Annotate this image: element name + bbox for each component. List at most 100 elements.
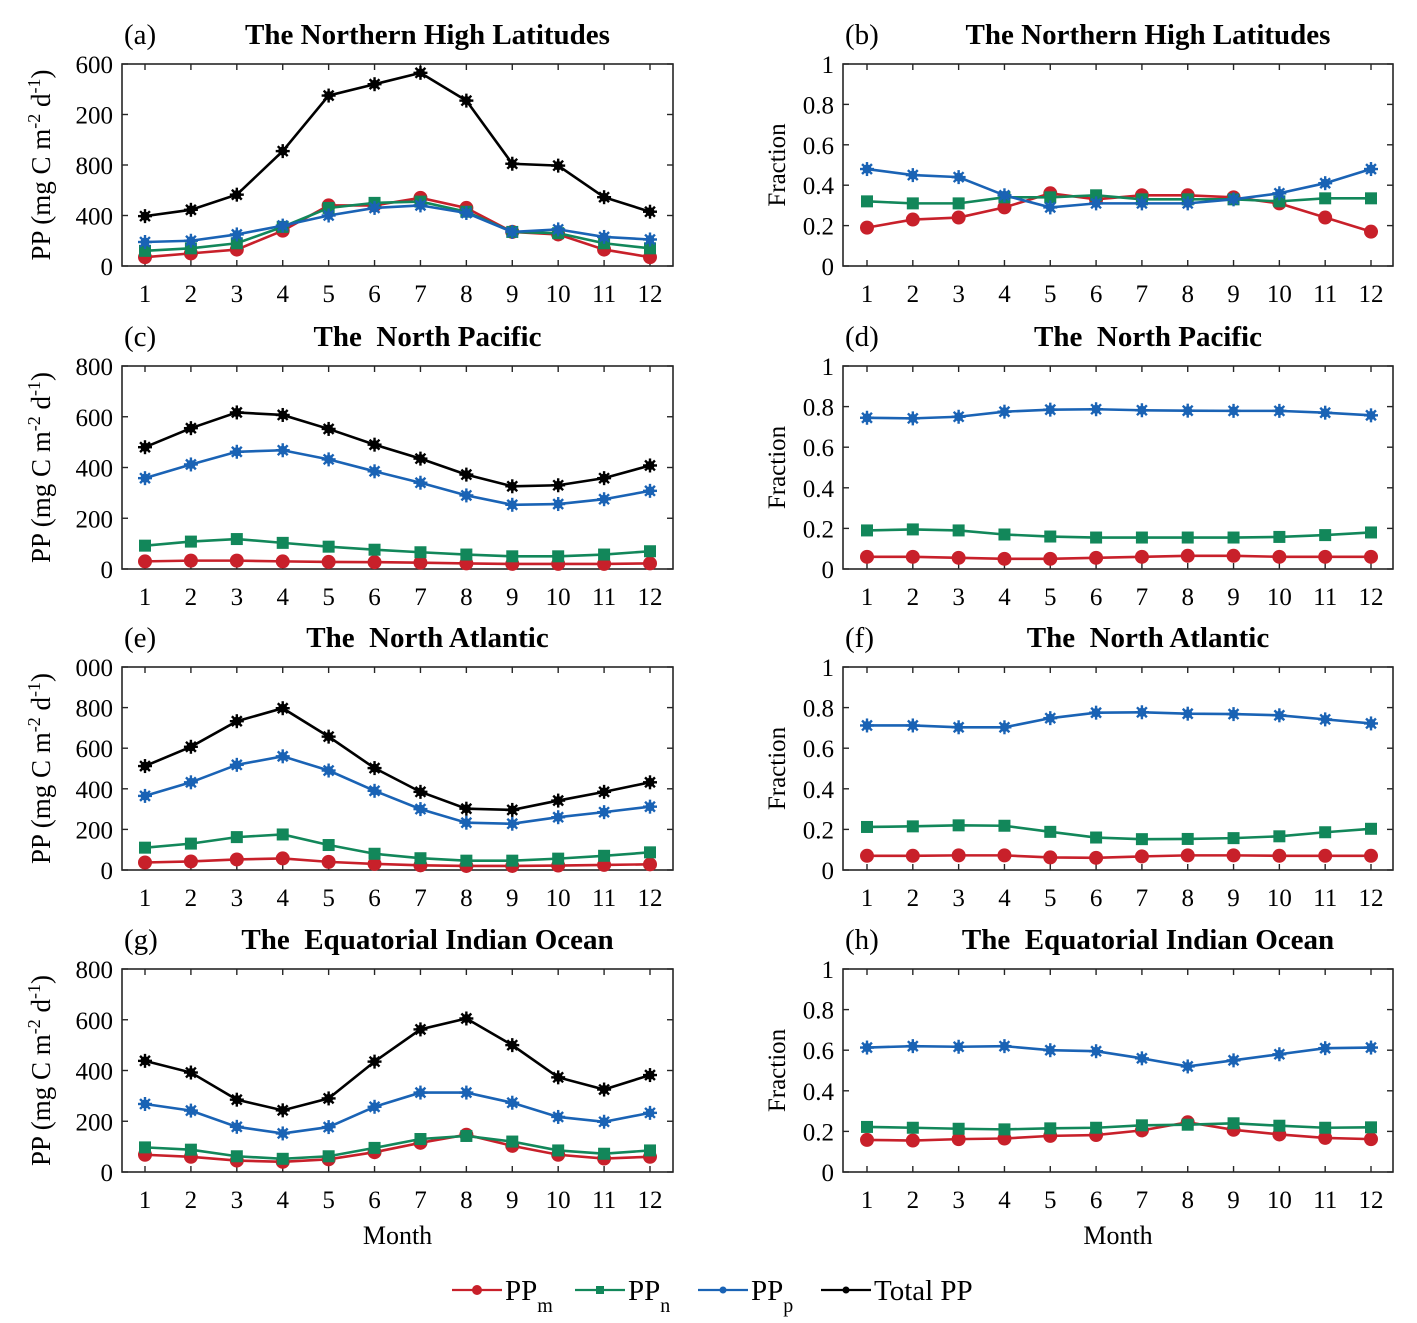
x-tick-label: 10 bbox=[1267, 281, 1292, 308]
data-point bbox=[597, 784, 612, 799]
data-point bbox=[951, 409, 966, 424]
x-tick-label: 9 bbox=[506, 1187, 519, 1214]
data-point bbox=[1226, 1053, 1241, 1068]
y-tick-label: 600 bbox=[76, 52, 114, 79]
series-line bbox=[866, 167, 1372, 209]
data-point bbox=[597, 190, 612, 205]
data-point bbox=[551, 1070, 566, 1085]
data-point bbox=[1273, 530, 1286, 543]
data-point bbox=[275, 218, 290, 233]
x-tick-label: 11 bbox=[1313, 885, 1337, 912]
data-point bbox=[460, 548, 473, 561]
y-axis-label: Fraction bbox=[764, 1028, 791, 1112]
y-tick-label: 600 bbox=[76, 1008, 114, 1035]
legend-marker bbox=[472, 1285, 482, 1295]
panel-letter: (g) bbox=[124, 924, 158, 956]
data-point bbox=[643, 857, 657, 872]
x-tick-label: 4 bbox=[276, 281, 289, 308]
data-point bbox=[1135, 833, 1148, 846]
data-point bbox=[413, 198, 428, 213]
data-point bbox=[644, 242, 656, 255]
data-point bbox=[1318, 405, 1333, 420]
data-point bbox=[1365, 822, 1377, 835]
x-tick-label: 2 bbox=[185, 281, 198, 308]
y-tick-label: 400 bbox=[76, 456, 114, 483]
data-point bbox=[505, 224, 520, 239]
data-point bbox=[1364, 162, 1378, 177]
data-point bbox=[1044, 1122, 1057, 1135]
data-point bbox=[367, 856, 382, 871]
data-point bbox=[1318, 176, 1333, 191]
data-point bbox=[1089, 550, 1104, 565]
data-point bbox=[229, 714, 244, 729]
data-point bbox=[1364, 224, 1378, 239]
data-point bbox=[1180, 706, 1195, 721]
data-point bbox=[551, 222, 566, 237]
data-point bbox=[229, 444, 244, 459]
data-point bbox=[1273, 195, 1286, 208]
data-point bbox=[321, 1120, 336, 1135]
data-point bbox=[552, 550, 565, 563]
data-point bbox=[321, 88, 336, 103]
data-point bbox=[183, 1065, 198, 1080]
data-point bbox=[861, 820, 873, 833]
series-line bbox=[144, 559, 651, 566]
data-point bbox=[1134, 549, 1149, 564]
legend-label: PPm bbox=[505, 1275, 553, 1317]
data-point bbox=[905, 212, 920, 227]
data-point bbox=[1272, 708, 1287, 723]
data-point bbox=[1364, 1132, 1378, 1147]
x-tick-label: 7 bbox=[1136, 885, 1149, 912]
x-tick-label: 8 bbox=[460, 584, 473, 611]
data-point bbox=[1134, 1051, 1149, 1066]
panel-title: The Equatorial Indian Ocean bbox=[241, 924, 613, 956]
data-point bbox=[229, 1119, 244, 1134]
data-point bbox=[551, 810, 566, 825]
series-line bbox=[144, 71, 651, 218]
series-ppp bbox=[138, 198, 657, 250]
data-point bbox=[551, 497, 566, 512]
data-point bbox=[413, 475, 428, 490]
data-point bbox=[1180, 403, 1195, 418]
data-point bbox=[413, 1085, 428, 1100]
y-tick-label: 0.2 bbox=[803, 214, 834, 241]
x-tick-label: 3 bbox=[231, 281, 244, 308]
x-tick-label: 1 bbox=[139, 1187, 152, 1214]
data-point bbox=[643, 1105, 657, 1120]
series-line bbox=[866, 193, 1371, 205]
series-line bbox=[866, 528, 1372, 539]
x-tick-label: 12 bbox=[638, 584, 663, 611]
data-point bbox=[367, 77, 382, 92]
x-tick-label: 7 bbox=[414, 281, 427, 308]
data-point bbox=[860, 848, 874, 863]
axes-box bbox=[121, 968, 674, 1173]
y-axis-label: Fraction bbox=[764, 726, 791, 810]
y-tick-label: 0 bbox=[101, 858, 114, 885]
data-point bbox=[597, 471, 612, 486]
legend-marker bbox=[842, 1286, 850, 1294]
data-point bbox=[322, 1150, 335, 1163]
panel-title: The North Atlantic bbox=[306, 622, 549, 654]
data-point bbox=[1134, 705, 1149, 720]
x-tick-label: 5 bbox=[1044, 1187, 1057, 1214]
x-tick-label: 9 bbox=[1227, 1187, 1240, 1214]
data-point bbox=[459, 801, 474, 816]
data-point bbox=[183, 421, 198, 436]
series-total-pp bbox=[138, 405, 657, 494]
x-tick-label: 2 bbox=[185, 1187, 198, 1214]
data-point bbox=[138, 471, 152, 486]
x-tick-label: 4 bbox=[276, 1187, 289, 1214]
series-ppn bbox=[861, 523, 1377, 544]
data-point bbox=[230, 533, 243, 546]
data-point bbox=[552, 1144, 565, 1157]
x-tick-label: 7 bbox=[414, 584, 427, 611]
panel-letter: (b) bbox=[845, 19, 879, 51]
data-point bbox=[860, 549, 874, 564]
x-tick-label: 9 bbox=[1227, 885, 1240, 912]
y-tick-label: 0.2 bbox=[803, 516, 834, 543]
data-point bbox=[1319, 529, 1332, 542]
data-point bbox=[1364, 848, 1378, 863]
